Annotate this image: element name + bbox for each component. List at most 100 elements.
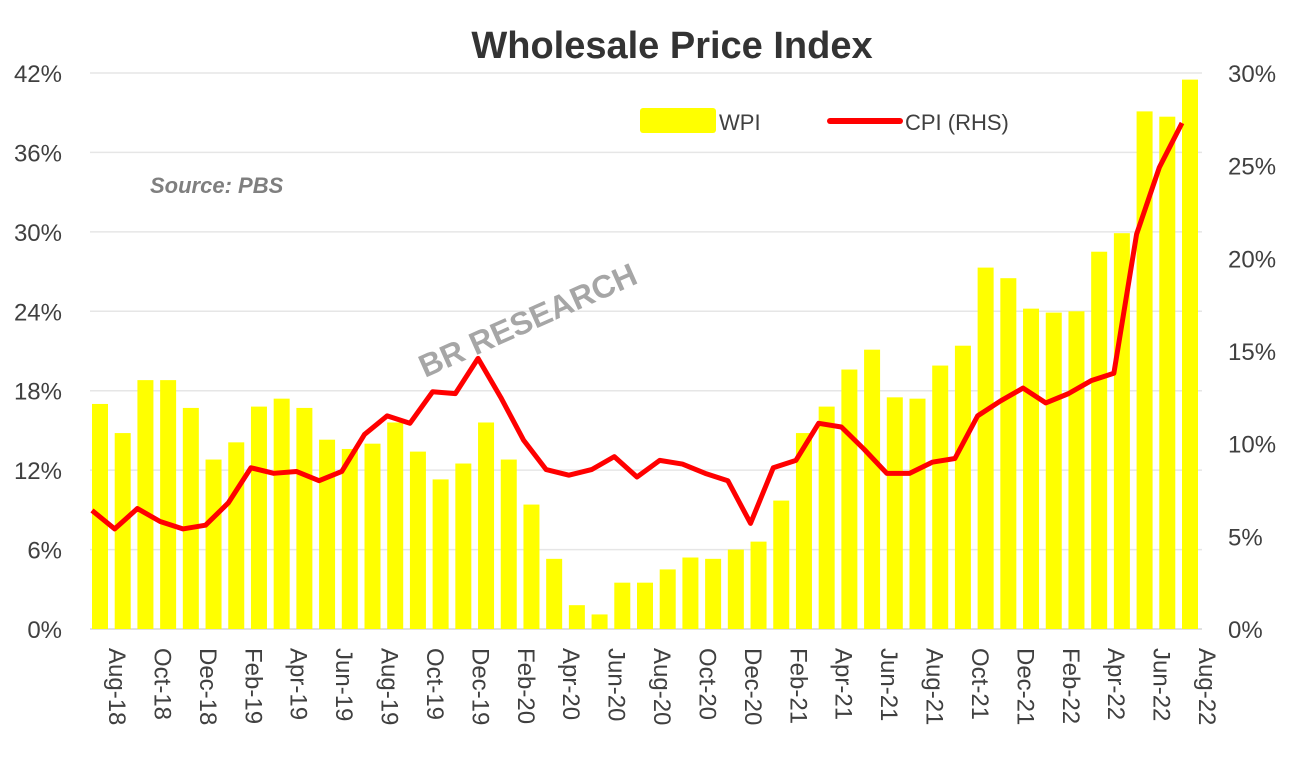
wpi-bar	[1091, 251, 1108, 629]
wpi-bar	[614, 582, 631, 629]
x-tick-label: Feb-20	[512, 648, 539, 724]
wpi-bar	[1045, 312, 1062, 629]
wpi-bar	[387, 422, 404, 629]
wpi-bar	[205, 459, 222, 629]
x-tick-label: Oct-20	[693, 648, 720, 720]
right-axis: 0% 5% 10% 15% 20% 25% 30%	[1228, 61, 1276, 644]
wpi-bar	[682, 557, 699, 629]
x-tick-label: Oct-21	[966, 648, 993, 720]
x-tick-label: Apr-21	[830, 648, 857, 720]
x-tick-label: Oct-18	[148, 648, 175, 720]
wpi-bar	[659, 569, 676, 629]
wpi-bar	[1182, 79, 1198, 630]
x-tick-label: Feb-21	[784, 648, 811, 724]
right-tick-label: 5%	[1228, 524, 1263, 551]
wpi-bar	[864, 349, 881, 629]
chart-title: Wholesale Price Index	[471, 25, 872, 67]
x-tick-label: Feb-22	[1057, 648, 1084, 724]
x-tick-label: Aug-22	[1193, 648, 1220, 725]
x-tick-label: Jun-19	[330, 648, 357, 721]
right-tick-label: 30%	[1228, 61, 1276, 88]
x-tick-label: Dec-21	[1011, 648, 1038, 725]
wpi-bar	[705, 558, 722, 629]
wpi-bar	[409, 451, 426, 629]
watermark: BR RESEARCH	[413, 256, 642, 384]
wpi-bar	[1159, 116, 1176, 629]
wpi-bars	[92, 79, 1198, 630]
wpi-bar	[228, 442, 245, 629]
left-tick-label: 18%	[14, 379, 62, 406]
wpi-bar	[319, 439, 336, 629]
wpi-bar	[909, 398, 926, 629]
legend: WPI CPI (RHS)	[640, 108, 1009, 135]
wpi-bar	[795, 433, 812, 629]
wpi-bar	[932, 365, 949, 629]
wpi-bar	[1068, 311, 1085, 629]
x-tick-label: Apr-22	[1102, 648, 1129, 720]
left-tick-label: 30%	[14, 220, 62, 247]
cpi-line	[90, 121, 1185, 532]
left-tick-label: 6%	[27, 538, 62, 565]
wpi-bar	[296, 407, 313, 629]
wpi-bar	[1000, 278, 1017, 629]
wpi-bar	[546, 558, 563, 629]
wpi-bar	[114, 433, 131, 629]
x-axis: Aug-18 Oct-18 Dec-18 Feb-19 Apr-19 Jun-19 Aug-…	[103, 648, 1220, 725]
x-tick-label: Aug-19	[376, 648, 403, 725]
wpi-bar	[455, 463, 472, 629]
left-axis: 0% 6% 12% 18% 24% 30% 36% 42%	[14, 61, 62, 644]
x-tick-label: Jun-20	[603, 648, 630, 721]
right-tick-label: 25%	[1228, 154, 1276, 181]
right-tick-label: 10%	[1228, 432, 1276, 459]
wpi-bar	[727, 549, 744, 629]
wpi-bar	[1136, 111, 1153, 629]
x-tick-label: Oct-19	[421, 648, 448, 720]
wpi-bar	[478, 422, 495, 629]
wpi-bar	[977, 267, 994, 629]
left-tick-label: 0%	[27, 617, 62, 644]
x-tick-label: Dec-18	[194, 648, 221, 725]
x-tick-label: Feb-19	[239, 648, 266, 724]
wpi-bar	[523, 504, 540, 629]
wpi-bar	[137, 380, 154, 629]
wpi-bar	[364, 443, 381, 629]
wpi-bar	[500, 459, 517, 629]
wpi-bar	[773, 500, 790, 629]
wpi-bar	[1023, 308, 1040, 629]
legend-cpi-label: CPI (RHS)	[905, 110, 1009, 135]
x-tick-label: Apr-20	[557, 648, 584, 720]
wpi-bar	[750, 541, 767, 629]
left-tick-label: 36%	[14, 140, 62, 167]
x-tick-label: Aug-18	[103, 648, 130, 725]
wpi-bar	[591, 614, 608, 629]
left-tick-label: 12%	[14, 458, 62, 485]
left-tick-label: 42%	[14, 61, 62, 88]
wpi-bar	[273, 398, 290, 629]
wpi-bar	[841, 369, 858, 629]
wpi-bar	[250, 406, 267, 629]
legend-wpi-swatch	[640, 108, 716, 133]
x-tick-label: Dec-20	[739, 648, 766, 725]
left-tick-label: 24%	[14, 299, 62, 326]
right-tick-label: 0%	[1228, 617, 1263, 644]
wpi-bar	[886, 397, 903, 629]
wpi-bar	[1113, 233, 1130, 629]
wpi-bar	[432, 479, 449, 629]
right-tick-label: 20%	[1228, 246, 1276, 273]
wpi-bar	[160, 380, 177, 629]
x-tick-label: Aug-21	[921, 648, 948, 725]
wpi-bar	[182, 407, 199, 629]
x-tick-label: Aug-20	[648, 648, 675, 725]
x-tick-label: Jun-22	[1148, 648, 1175, 721]
legend-wpi-label: WPI	[719, 110, 761, 135]
wpi-bar	[954, 345, 971, 629]
x-tick-label: Apr-19	[285, 648, 312, 720]
wpi-bar	[637, 582, 653, 629]
x-tick-label: Jun-21	[875, 648, 902, 721]
x-tick-label: Dec-19	[466, 648, 493, 725]
cpi-line-group	[90, 121, 1185, 532]
source-note: Source: PBS	[150, 173, 284, 198]
right-tick-label: 15%	[1228, 339, 1276, 366]
wpi-bar	[568, 605, 585, 629]
